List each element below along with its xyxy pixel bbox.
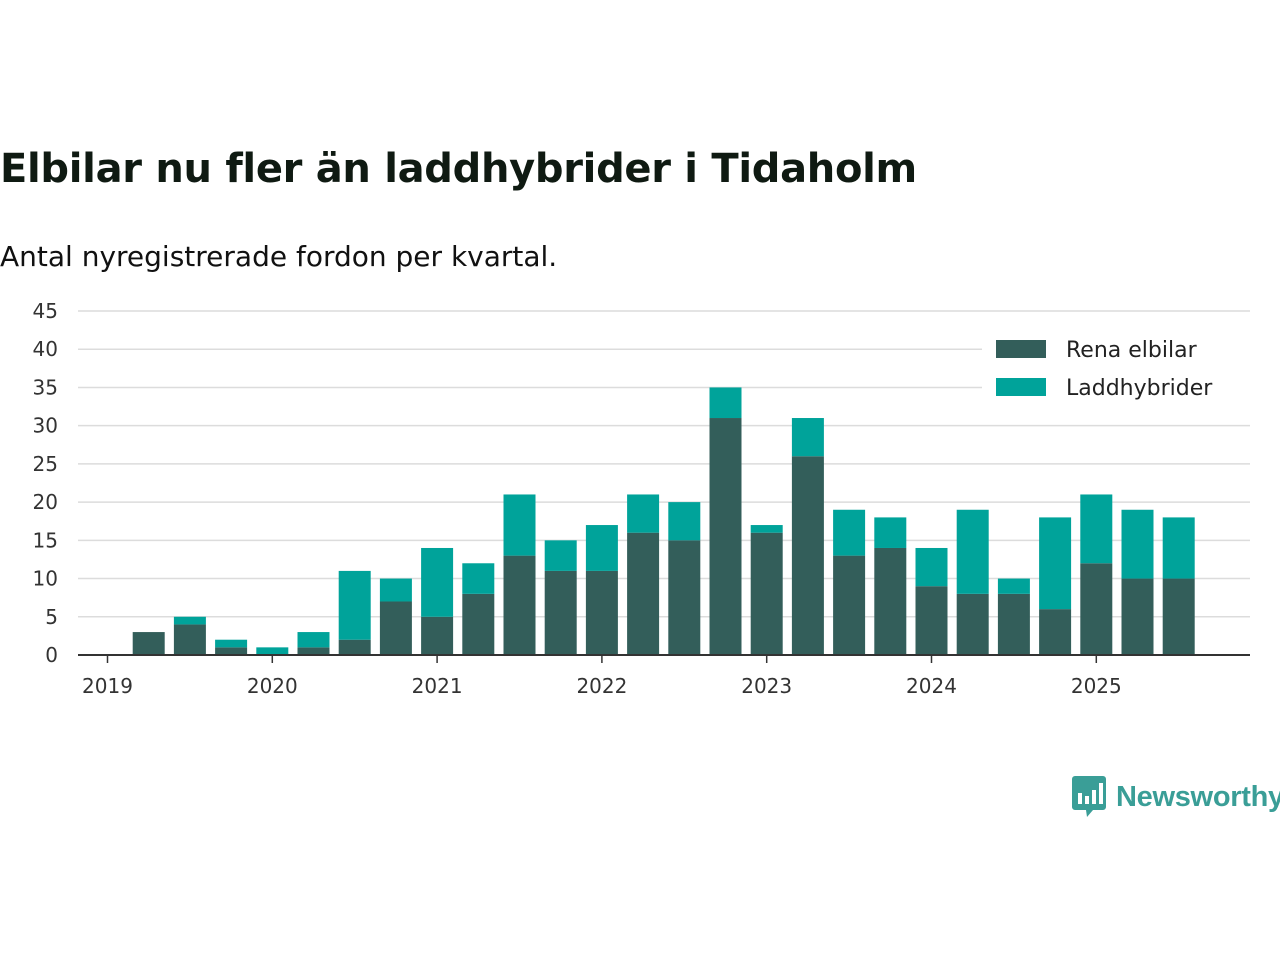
bar-laddhybrider: 2020 Q4 – Laddhybrider: 3 (379, 578, 412, 602)
bar-laddhybrider: 2024 Q3 – Laddhybrider: 2 (997, 578, 1030, 594)
x-tick-label: 2022 (576, 674, 627, 698)
y-tick-label: 20 (33, 490, 58, 514)
bar-laddhybrider: 2025 Q3 – Laddhybrider: 8 (1162, 517, 1195, 579)
x-tick-label: 2019 (82, 674, 133, 698)
y-tick-label: 40 (33, 337, 58, 361)
x-tick-label: 2023 (741, 674, 792, 698)
bar-laddhybrider: 2024 Q2 – Laddhybrider: 11 (956, 509, 989, 594)
bar-rena-elbilar: 2022 Q2 – Rena elbilar: 16 (627, 532, 660, 655)
y-tick-label: 5 (45, 605, 58, 629)
chart-subtitle: Antal nyregistrerade fordon per kvartal. (0, 240, 558, 273)
x-tick-label: 2021 (412, 674, 463, 698)
newsworthy-logo-icon (1072, 776, 1106, 817)
bar-rena-elbilar: 2020 Q3 – Rena elbilar: 2 (338, 639, 371, 655)
y-tick-label: 0 (45, 643, 58, 667)
bar-rena-elbilar: 2019 Q4 – Rena elbilar: 1 (215, 647, 248, 655)
bar-laddhybrider: 2019 Q3 – Laddhybrider: 1 (173, 616, 206, 625)
bar-rena-elbilar: 2019 Q3 – Rena elbilar: 4 (173, 624, 206, 655)
y-tick-label: 35 (33, 375, 58, 399)
bar-laddhybrider: 2025 Q2 – Laddhybrider: 9 (1121, 509, 1154, 579)
bar-laddhybrider: 2019 Q4 – Laddhybrider: 1 (215, 639, 248, 648)
x-tick-label: 2020 (247, 674, 298, 698)
x-tick-label: 2025 (1071, 674, 1122, 698)
bar-laddhybrider: 2020 Q1 – Laddhybrider: 1 (256, 647, 289, 655)
bar-laddhybrider: 2021 Q4 – Laddhybrider: 4 (544, 540, 577, 571)
bar-laddhybrider: 2022 Q2 – Laddhybrider: 5 (627, 494, 660, 533)
bar-rena-elbilar: 2025 Q1 – Rena elbilar: 12 (1080, 563, 1113, 655)
bar-laddhybrider: 2025 Q1 – Laddhybrider: 9 (1080, 494, 1113, 564)
chart-title: Elbilar nu fler än laddhybrider i Tidaho… (0, 146, 917, 192)
bar-laddhybrider: 2023 Q4 – Laddhybrider: 4 (874, 517, 907, 548)
newsworthy-logo: Newsworthy (1072, 776, 1280, 818)
bar-laddhybrider: 2022 Q1 – Laddhybrider: 6 (585, 525, 618, 571)
bar-rena-elbilar: 2023 Q2 – Rena elbilar: 26 (791, 456, 824, 655)
bar-rena-elbilar: 2020 Q2 – Rena elbilar: 1 (297, 647, 330, 655)
bar-laddhybrider: 2024 Q1 – Laddhybrider: 5 (915, 547, 948, 587)
bar-laddhybrider: 2020 Q2 – Laddhybrider: 2 (297, 632, 330, 648)
bar-rena-elbilar: 2024 Q4 – Rena elbilar: 6 (1039, 609, 1072, 655)
x-axis: 2019 2020 2021 2022 2023 2024 2025 (78, 654, 1250, 698)
x-tick-label: 2024 (906, 674, 957, 698)
bar-laddhybrider: 2021 Q2 – Laddhybrider: 4 (462, 563, 495, 594)
y-tick-label: 45 (33, 299, 58, 323)
bar-laddhybrider: 2023 Q2 – Laddhybrider: 5 (791, 418, 824, 457)
y-tick-label: 10 (33, 567, 58, 591)
y-tick-label: 15 (33, 528, 58, 552)
bar-rena-elbilar: 2025 Q2 – Rena elbilar: 10 (1121, 578, 1154, 655)
bar-rena-elbilar: 2024 Q2 – Rena elbilar: 8 (956, 593, 989, 655)
bar-rena-elbilar: 2024 Q1 – Rena elbilar: 9 (915, 586, 948, 655)
bar-rena-elbilar: 2021 Q2 – Rena elbilar: 8 (462, 593, 495, 655)
bar-rena-elbilar: 2021 Q4 – Rena elbilar: 11 (544, 570, 577, 655)
bar-rena-elbilar: 2020 Q4 – Rena elbilar: 7 (379, 601, 412, 655)
bar-rena-elbilar: 2024 Q3 – Rena elbilar: 8 (997, 593, 1030, 655)
bar-rena-elbilar: 2019 Q2 – Rena elbilar: 3 (132, 632, 165, 655)
bar-laddhybrider: 2022 Q4 – Laddhybrider: 4 (709, 387, 742, 419)
bar-rena-elbilar: 2022 Q4 – Rena elbilar: 31 (709, 418, 742, 655)
bar-laddhybrider: 2022 Q3 – Laddhybrider: 5 (668, 502, 701, 541)
bar-rena-elbilar: 2025 Q3 – Rena elbilar: 10 (1162, 578, 1195, 655)
legend-swatch-rena-elbilar (996, 340, 1046, 358)
bar-laddhybrider: 2021 Q1 – Laddhybrider: 9 (421, 547, 454, 617)
bar-rena-elbilar: 2022 Q1 – Rena elbilar: 11 (585, 570, 618, 655)
legend-swatch-laddhybrider (996, 378, 1046, 396)
bars: 2019 Q2 – Rena elbilar: 3 2019 Q3 – Rena … (132, 387, 1195, 655)
bar-laddhybrider: 2024 Q4 – Laddhybrider: 12 (1039, 517, 1072, 610)
bar-laddhybrider: 2020 Q3 – Laddhybrider: 9 (338, 570, 371, 640)
bar-rena-elbilar: 2023 Q4 – Rena elbilar: 14 (874, 547, 907, 655)
bar-rena-elbilar: 2021 Q3 – Rena elbilar: 13 (503, 555, 536, 655)
y-tick-label: 30 (33, 414, 58, 438)
bar-rena-elbilar: 2023 Q3 – Rena elbilar: 13 (833, 555, 866, 655)
newsworthy-logo-text: Newsworthy (1116, 780, 1280, 813)
bar-rena-elbilar: 2023 Q1 – Rena elbilar: 16 (750, 532, 783, 655)
bar-rena-elbilar: 2021 Q1 – Rena elbilar: 5 (421, 616, 454, 655)
bar-laddhybrider: 2021 Q3 – Laddhybrider: 8 (503, 494, 536, 556)
legend-label-laddhybrider: Laddhybrider (1066, 376, 1213, 401)
bar-laddhybrider: 2023 Q1 – Laddhybrider: 1 (750, 525, 783, 533)
bar-rena-elbilar: 2022 Q3 – Rena elbilar: 15 (668, 540, 701, 655)
y-tick-label: 25 (33, 452, 58, 476)
legend-label-rena-elbilar: Rena elbilar (1066, 338, 1198, 363)
bar-laddhybrider: 2023 Q3 – Laddhybrider: 6 (833, 509, 866, 556)
legend: Rena elbilar Laddhybrider (982, 335, 1254, 405)
